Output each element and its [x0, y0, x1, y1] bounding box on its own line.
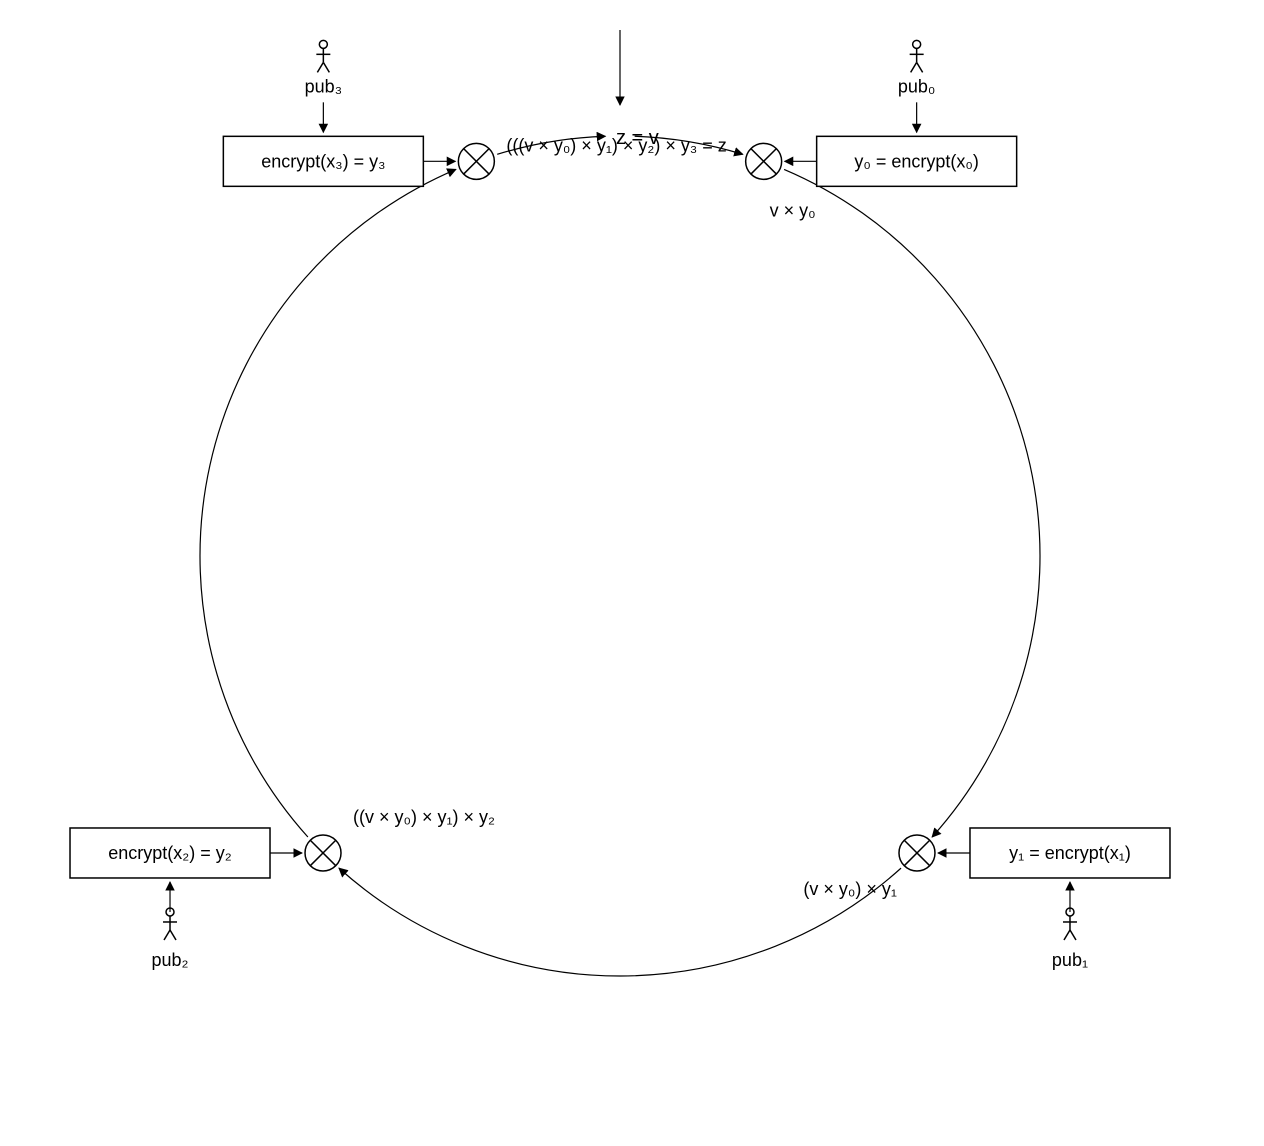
- value-label: ((v × y₀) × y₁) × y₂: [353, 807, 495, 827]
- pub-label: pub₂: [151, 950, 188, 970]
- pub-label: pub₃: [305, 76, 342, 96]
- encrypt-box-label: encrypt(x₃) = y₃: [261, 151, 385, 171]
- combiner-icon: [458, 143, 494, 179]
- diagram-canvas: z = vy₀ = encrypt(x₀)pub₀v × y₀y₁ = encr…: [0, 0, 1264, 1146]
- encrypt-box-label: encrypt(x₂) = y₂: [108, 843, 232, 863]
- actor-icon: [163, 908, 177, 940]
- encrypt-box-label: y₁ = encrypt(x₁): [1009, 843, 1131, 863]
- actor-icon: [316, 40, 330, 72]
- pub-label: pub₁: [1052, 950, 1088, 970]
- value-label: v × y₀: [770, 200, 816, 220]
- actor-icon: [910, 40, 924, 72]
- combiner-icon: [899, 835, 935, 871]
- flow-arc: [200, 169, 456, 837]
- combiner-icon: [746, 143, 782, 179]
- value-label: (((v × y₀) × y₁) × y₂) × y₃ = z: [506, 135, 726, 155]
- encrypt-box-label: y₀ = encrypt(x₀): [854, 151, 978, 171]
- actor-icon: [1063, 908, 1077, 940]
- flow-arc: [784, 169, 1040, 837]
- combiner-icon: [305, 835, 341, 871]
- pub-label: pub₀: [898, 76, 936, 96]
- value-label: (v × y₀) × y₁: [803, 879, 897, 899]
